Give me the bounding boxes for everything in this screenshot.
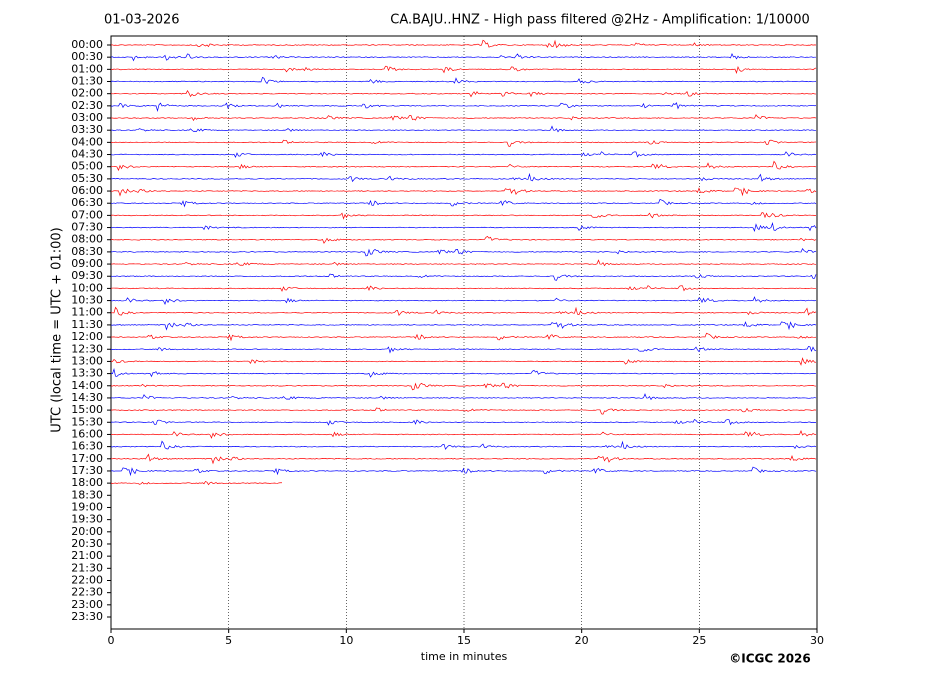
trace bbox=[110, 346, 817, 354]
y-tick-label: 20:00 bbox=[71, 525, 103, 538]
chart-title: CA.BAJU..HNZ - High pass filtered @2Hz -… bbox=[390, 13, 810, 28]
y-axis-label: UTC (local time = UTC + 01:00) bbox=[50, 227, 65, 432]
x-tick-label: 0 bbox=[108, 634, 115, 647]
credit: ©ICGC 2026 bbox=[729, 652, 811, 666]
trace bbox=[110, 466, 817, 477]
y-tick-label: 23:00 bbox=[71, 598, 103, 611]
trace bbox=[110, 102, 817, 112]
y-tick-label: 22:00 bbox=[71, 573, 103, 586]
y-tick-label: 06:00 bbox=[71, 184, 103, 197]
y-tick-label: 05:00 bbox=[71, 160, 103, 173]
trace bbox=[110, 187, 817, 197]
trace bbox=[110, 273, 817, 281]
y-tick-label: 13:30 bbox=[71, 367, 103, 380]
y-tick-label: 19:00 bbox=[71, 500, 103, 513]
trace bbox=[110, 407, 817, 415]
trace bbox=[110, 212, 817, 220]
y-tick-label: 14:30 bbox=[71, 391, 103, 404]
trace bbox=[110, 306, 817, 317]
trace bbox=[110, 52, 817, 62]
y-tick-label: 06:30 bbox=[71, 196, 103, 209]
trace bbox=[110, 39, 817, 49]
y-tick-label: 09:30 bbox=[71, 269, 103, 282]
y-tick-label: 18:00 bbox=[71, 476, 103, 489]
y-tick-label: 00:00 bbox=[71, 38, 103, 51]
trace bbox=[110, 172, 817, 183]
trace bbox=[110, 332, 817, 342]
trace bbox=[110, 382, 817, 391]
trace bbox=[110, 76, 817, 85]
y-tick-label: 08:00 bbox=[71, 233, 103, 246]
y-tick-label: 03:00 bbox=[71, 111, 103, 124]
y-tick-label: 15:00 bbox=[71, 403, 103, 416]
trace bbox=[110, 65, 817, 74]
trace bbox=[110, 236, 817, 244]
y-tick-label: 10:00 bbox=[71, 281, 103, 294]
y-tick-label: 15:30 bbox=[71, 415, 103, 428]
y-tick-label: 04:00 bbox=[71, 135, 103, 148]
trace bbox=[110, 296, 817, 305]
trace bbox=[110, 139, 817, 147]
trace bbox=[110, 198, 817, 208]
y-tick-label: 02:30 bbox=[71, 99, 103, 112]
trace bbox=[110, 248, 817, 257]
y-tick-label: 02:00 bbox=[71, 87, 103, 100]
y-tick-label: 14:00 bbox=[71, 379, 103, 392]
y-tick-label: 07:00 bbox=[71, 208, 103, 221]
y-tick-label: 12:00 bbox=[71, 330, 103, 343]
y-tick-label: 11:00 bbox=[71, 306, 103, 319]
y-tick-label: 17:00 bbox=[71, 452, 103, 465]
y-tick-label: 19:30 bbox=[71, 513, 103, 526]
y-tick-label: 17:30 bbox=[71, 464, 103, 477]
date: 01-03-2026 bbox=[104, 13, 180, 28]
trace bbox=[110, 125, 817, 133]
trace bbox=[110, 151, 817, 158]
y-tick-label: 21:30 bbox=[71, 561, 103, 574]
trace bbox=[110, 357, 817, 366]
trace bbox=[110, 393, 817, 401]
trace bbox=[110, 367, 817, 378]
trace bbox=[110, 480, 283, 486]
y-tick-label: 13:00 bbox=[71, 354, 103, 367]
x-axis-label: time in minutes bbox=[421, 650, 508, 663]
trace bbox=[110, 285, 817, 292]
x-tick-label: 30 bbox=[810, 634, 824, 647]
trace bbox=[110, 259, 817, 267]
trace bbox=[110, 90, 817, 98]
y-tick-label: 23:30 bbox=[71, 610, 103, 623]
y-tick-label: 22:30 bbox=[71, 586, 103, 599]
y-tick-label: 01:00 bbox=[71, 62, 103, 75]
y-tick-label: 11:30 bbox=[71, 318, 103, 331]
x-tick-label: 15 bbox=[457, 634, 471, 647]
y-tick-label: 03:30 bbox=[71, 123, 103, 136]
y-tick-label: 12:30 bbox=[71, 342, 103, 355]
y-tick-label: 21:00 bbox=[71, 549, 103, 562]
y-tick-label: 20:30 bbox=[71, 537, 103, 550]
trace bbox=[110, 453, 817, 465]
trace bbox=[110, 321, 817, 331]
y-tick-label: 07:30 bbox=[71, 221, 103, 234]
y-tick-label: 01:30 bbox=[71, 75, 103, 88]
y-tick-label: 10:30 bbox=[71, 294, 103, 307]
trace bbox=[110, 419, 817, 426]
y-tick-label: 05:30 bbox=[71, 172, 103, 185]
trace bbox=[110, 160, 817, 172]
x-tick-label: 10 bbox=[339, 634, 353, 647]
x-tick-label: 20 bbox=[575, 634, 589, 647]
y-tick-label: 18:30 bbox=[71, 488, 103, 501]
trace bbox=[110, 430, 817, 439]
y-tick-label: 16:30 bbox=[71, 440, 103, 453]
x-tick-label: 25 bbox=[692, 634, 706, 647]
trace bbox=[110, 221, 817, 232]
y-tick-label: 08:30 bbox=[71, 245, 103, 258]
y-tick-label: 00:30 bbox=[71, 50, 103, 63]
x-tick-label: 5 bbox=[225, 634, 232, 647]
y-tick-label: 16:00 bbox=[71, 427, 103, 440]
y-tick-label: 09:00 bbox=[71, 257, 103, 270]
trace bbox=[110, 114, 817, 122]
trace bbox=[110, 440, 817, 450]
y-tick-label: 04:30 bbox=[71, 148, 103, 161]
